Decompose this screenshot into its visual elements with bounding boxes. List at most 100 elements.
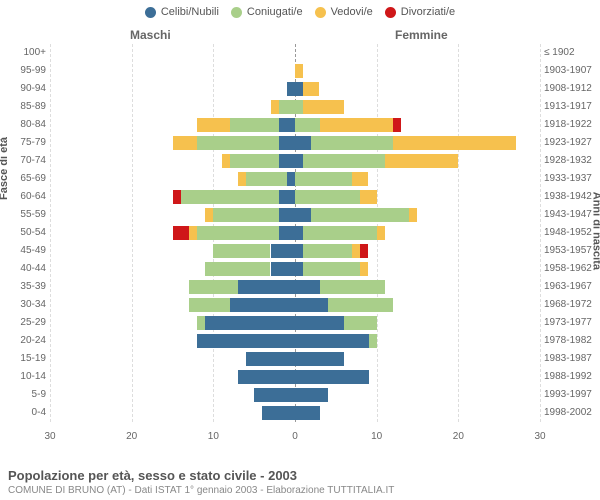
bar-segment-male-cel xyxy=(230,298,295,312)
bar-segment-female-con xyxy=(303,154,385,168)
bar-segment-female-con xyxy=(303,262,360,276)
bar-segment-male-ved xyxy=(222,154,230,168)
pyramid-row: 45-491953-1957 xyxy=(50,242,540,260)
bar-segment-female-con xyxy=(344,316,377,330)
bar-segment-female-con xyxy=(311,136,393,150)
legend-swatch xyxy=(385,7,396,18)
bar-segment-male-con xyxy=(197,226,279,240)
bar-segment-male-cel xyxy=(262,406,295,420)
bar-segment-female-ved xyxy=(393,136,516,150)
legend-item: Vedovi/e xyxy=(315,6,373,18)
bar-segment-female-ved xyxy=(352,244,360,258)
pyramid-row: 70-741928-1932 xyxy=(50,152,540,170)
bar-segment-male-cel xyxy=(279,154,295,168)
pyramid-row: 65-691933-1937 xyxy=(50,170,540,188)
bar-segment-male-cel xyxy=(254,388,295,402)
x-tick: 30 xyxy=(534,431,545,442)
label-maschi: Maschi xyxy=(130,28,171,42)
age-label: 35-39 xyxy=(4,278,46,296)
bar-segment-female-con xyxy=(328,298,393,312)
birth-year-label: 1953-1957 xyxy=(544,242,598,260)
bar-segment-female-cel xyxy=(295,406,320,420)
bar-segment-female-con xyxy=(295,100,303,114)
legend-swatch xyxy=(231,7,242,18)
age-label: 20-24 xyxy=(4,332,46,350)
pyramid-row: 30-341968-1972 xyxy=(50,296,540,314)
legend-label: Celibi/Nubili xyxy=(161,6,219,18)
bar-segment-male-cel xyxy=(279,226,295,240)
birth-year-label: 1933-1937 xyxy=(544,170,598,188)
birth-year-label: 1968-1972 xyxy=(544,296,598,314)
bar-segment-female-cel xyxy=(295,370,369,384)
bar-segment-male-cel xyxy=(271,262,296,276)
age-label: 75-79 xyxy=(4,134,46,152)
pyramid-row: 80-841918-1922 xyxy=(50,116,540,134)
bar-segment-male-div xyxy=(173,190,181,204)
x-tick: 10 xyxy=(371,431,382,442)
bar-segment-female-con xyxy=(303,226,377,240)
bar-segment-male-ved xyxy=(238,172,246,186)
age-label: 65-69 xyxy=(4,170,46,188)
age-label: 45-49 xyxy=(4,242,46,260)
birth-year-label: 1993-1997 xyxy=(544,386,598,404)
age-label: 0-4 xyxy=(4,404,46,422)
bar-segment-female-ved xyxy=(409,208,417,222)
pyramid-chart: 3020100102030100+≤ 190295-991903-190790-… xyxy=(50,44,540,442)
bar-segment-female-div xyxy=(393,118,401,132)
x-tick: 10 xyxy=(208,431,219,442)
bar-segment-male-con xyxy=(189,298,230,312)
pyramid-row: 15-191983-1987 xyxy=(50,350,540,368)
bar-segment-male-cel xyxy=(279,208,295,222)
bar-segment-female-ved xyxy=(360,190,376,204)
bar-segment-female-con xyxy=(320,280,385,294)
x-tick: 30 xyxy=(44,431,55,442)
pyramid-row: 25-291973-1977 xyxy=(50,314,540,332)
bar-segment-female-cel xyxy=(295,136,311,150)
pyramid-row: 100+≤ 1902 xyxy=(50,44,540,62)
bar-segment-male-con xyxy=(197,136,279,150)
age-label: 80-84 xyxy=(4,116,46,134)
legend: Celibi/Nubili Coniugati/e Vedovi/e Divorzia… xyxy=(0,6,600,21)
birth-year-label: 1983-1987 xyxy=(544,350,598,368)
age-label: 50-54 xyxy=(4,224,46,242)
bar-segment-male-div xyxy=(173,226,189,240)
bar-segment-male-con xyxy=(205,262,270,276)
legend-item: Coniugati/e xyxy=(231,6,303,18)
legend-label: Divorziati/e xyxy=(401,6,455,18)
bar-segment-male-cel xyxy=(279,190,295,204)
bar-segment-male-ved xyxy=(271,100,279,114)
bar-segment-male-con xyxy=(213,244,270,258)
bar-segment-male-cel xyxy=(246,352,295,366)
x-tick: 20 xyxy=(453,431,464,442)
pyramid-row: 35-391963-1967 xyxy=(50,278,540,296)
bar-segment-female-con xyxy=(295,190,360,204)
bar-segment-female-con xyxy=(303,244,352,258)
bar-segment-male-ved xyxy=(173,136,198,150)
birth-year-label: 1978-1982 xyxy=(544,332,598,350)
bar-segment-female-cel xyxy=(295,388,328,402)
birth-year-label: 1938-1942 xyxy=(544,188,598,206)
pyramid-row: 85-891913-1917 xyxy=(50,98,540,116)
legend-swatch xyxy=(145,7,156,18)
bar-segment-male-cel xyxy=(197,334,295,348)
age-label: 25-29 xyxy=(4,314,46,332)
bar-segment-female-cel xyxy=(295,226,303,240)
label-femmine: Femmine xyxy=(395,28,448,42)
age-label: 10-14 xyxy=(4,368,46,386)
bar-segment-female-cel xyxy=(295,298,328,312)
pyramid-row: 10-141988-1992 xyxy=(50,368,540,386)
bar-segment-female-cel xyxy=(295,208,311,222)
bar-segment-female-ved xyxy=(295,64,303,78)
bar-segment-female-div xyxy=(360,244,368,258)
birth-year-label: 1903-1907 xyxy=(544,62,598,80)
age-label: 5-9 xyxy=(4,386,46,404)
legend-label: Vedovi/e xyxy=(331,6,373,18)
bar-segment-male-ved xyxy=(197,118,230,132)
chart-container: Celibi/Nubili Coniugati/e Vedovi/e Divorzia… xyxy=(0,0,600,500)
age-label: 60-64 xyxy=(4,188,46,206)
bar-segment-female-cel xyxy=(295,82,303,96)
pyramid-row: 50-541948-1952 xyxy=(50,224,540,242)
bar-segment-male-cel xyxy=(279,118,295,132)
bar-segment-male-con xyxy=(279,100,295,114)
pyramid-row: 90-941908-1912 xyxy=(50,80,540,98)
